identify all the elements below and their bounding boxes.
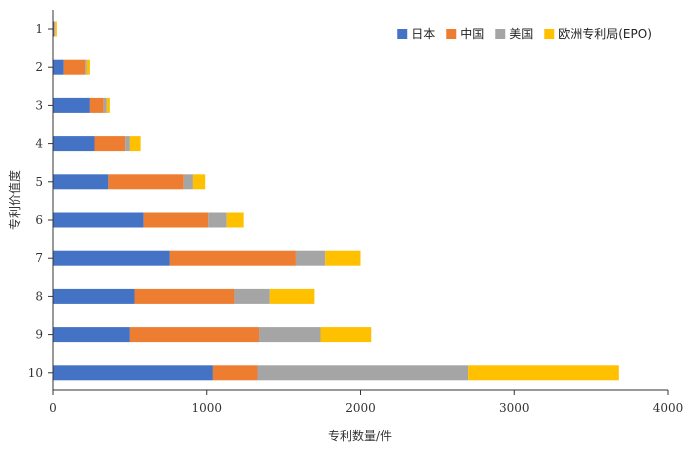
y-tick-label: 8: [35, 289, 43, 303]
y-tick-label: 4: [35, 137, 43, 151]
bar-8-series-1: [53, 288, 135, 304]
y-tick-label: 1: [35, 22, 43, 36]
y-tick-label: 9: [35, 328, 43, 342]
ticks-layer: 0 1000 2000 3000 4000 1 2 3 4 5 6 7 8 9 10: [28, 22, 684, 415]
bar-3-series-2: [89, 97, 104, 113]
x-tick-label: 3000: [499, 401, 530, 415]
y-tick-label: 6: [35, 213, 43, 227]
bar-3-series-4: [106, 97, 110, 113]
bar-10-series-3: [257, 365, 469, 381]
legend-swatch-4: [544, 29, 555, 39]
y-tick-label: 7: [35, 251, 43, 265]
bar-4-series-1: [53, 136, 95, 152]
bar-1-series-2: [54, 21, 55, 37]
bar-1-series-1: [53, 21, 55, 37]
bar-2-series-2: [63, 59, 86, 75]
y-tick-label: 3: [35, 98, 43, 112]
bars-layer: [53, 21, 619, 381]
legend-label-3: 美国: [509, 27, 533, 41]
bar-6-series-3: [208, 212, 227, 228]
bar-2-series-3: [85, 59, 87, 75]
bar-2-series-4: [86, 59, 90, 75]
bar-9-series-3: [259, 327, 321, 343]
bar-5-series-2: [108, 174, 184, 190]
y-tick-label: 10: [28, 366, 43, 380]
bar-2-series-1: [53, 59, 64, 75]
legend-label-2: 中国: [460, 26, 484, 41]
x-tick-label: 1000: [191, 401, 222, 415]
legend-swatch-3: [495, 29, 506, 39]
bar-4-series-3: [125, 136, 130, 152]
bar-4-series-4: [129, 136, 141, 152]
bar-5-series-3: [183, 174, 193, 190]
bar-6-series-2: [143, 212, 209, 228]
bar-8-series-4: [269, 288, 315, 304]
bar-10-series-2: [212, 365, 258, 381]
bar-9-series-4: [320, 327, 372, 343]
legend-label-4: 欧洲专利局(EPO): [558, 26, 652, 41]
bar-10-series-4: [468, 365, 619, 381]
x-tick-label: 0: [49, 401, 57, 415]
bar-1-series-4: [55, 21, 57, 37]
x-axis-title: 专利数量/件: [328, 428, 392, 443]
bar-6-series-4: [226, 212, 244, 228]
legend-swatch-1: [397, 29, 408, 39]
bar-7-series-4: [325, 250, 361, 266]
bar-6-series-1: [53, 212, 144, 228]
legend: 日本 中国 美国 欧洲专利局(EPO): [397, 26, 652, 41]
bar-7-series-1: [53, 250, 170, 266]
bar-9-series-2: [129, 327, 260, 343]
legend-swatch-2: [446, 29, 457, 39]
bar-5-series-4: [192, 174, 206, 190]
bar-7-series-3: [295, 250, 326, 266]
legend-label-1: 日本: [411, 27, 435, 41]
bar-9-series-1: [53, 327, 130, 343]
bar-7-series-2: [169, 250, 296, 266]
bar-5-series-1: [53, 174, 109, 190]
y-axis-title: 专利价值度: [7, 170, 22, 230]
y-tick-label: 5: [35, 175, 43, 189]
bar-3-series-1: [53, 97, 90, 113]
x-tick-label: 4000: [653, 401, 684, 415]
bar-8-series-3: [234, 288, 270, 304]
x-tick-label: 2000: [345, 401, 376, 415]
bar-8-series-2: [134, 288, 235, 304]
bar-3-series-3: [103, 97, 107, 113]
bar-10-series-1: [53, 365, 213, 381]
y-tick-label: 2: [35, 60, 43, 74]
bar-4-series-2: [94, 136, 126, 152]
